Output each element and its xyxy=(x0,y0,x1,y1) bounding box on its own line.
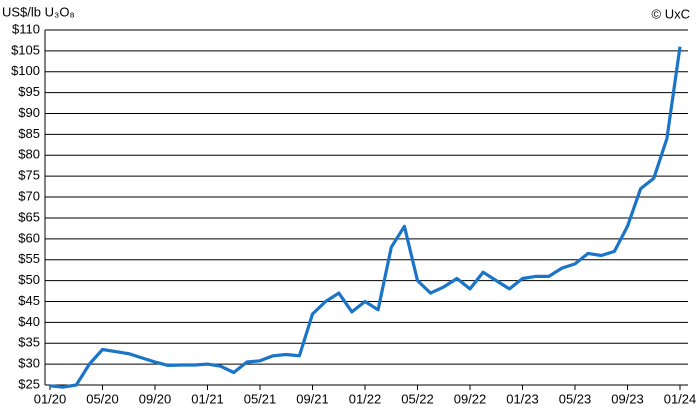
y-tick-label: $30 xyxy=(18,356,40,371)
y-tick-label: $70 xyxy=(18,188,40,203)
x-tick-label: 01/23 xyxy=(506,391,539,406)
y-tick-label: $35 xyxy=(18,335,40,350)
x-tick-label: 05/22 xyxy=(401,391,434,406)
chart-title: US$/lb U₃O₈ xyxy=(2,4,75,19)
copyright: © UxC xyxy=(652,6,690,21)
x-tick-label: 05/21 xyxy=(244,391,277,406)
y-tick-label: $110 xyxy=(12,21,40,36)
x-tick-label: 01/21 xyxy=(191,391,224,406)
price-line xyxy=(49,46,682,389)
y-tick-label: $50 xyxy=(18,272,40,287)
x-tick-label: 05/23 xyxy=(559,391,592,406)
y-tick-label: $25 xyxy=(18,376,40,391)
x-tick-label: 01/24 xyxy=(664,391,697,406)
x-tick-label: 05/20 xyxy=(86,391,119,406)
y-tick-label: $95 xyxy=(18,84,40,99)
x-tick-label: 01/22 xyxy=(349,391,382,406)
y-tick-label: $40 xyxy=(18,314,40,329)
y-tick-label: $75 xyxy=(18,168,40,183)
x-tick-label: 09/21 xyxy=(296,391,329,406)
y-tick-label: $65 xyxy=(18,209,40,224)
x-tick-label: 09/22 xyxy=(454,391,487,406)
y-tick-label: $85 xyxy=(18,126,40,141)
y-tick-label: $45 xyxy=(18,293,40,308)
x-tick-label: 09/23 xyxy=(611,391,644,406)
y-tick-label: $60 xyxy=(18,230,40,245)
y-tick-label: $80 xyxy=(18,147,40,162)
y-tick-label: $105 xyxy=(11,42,40,57)
y-tick-label: $55 xyxy=(18,251,40,266)
y-tick-label: $100 xyxy=(11,63,40,78)
y-tick-label: $90 xyxy=(18,105,40,120)
x-tick-label: 01/20 xyxy=(34,391,67,406)
x-tick-label: 09/20 xyxy=(139,391,172,406)
